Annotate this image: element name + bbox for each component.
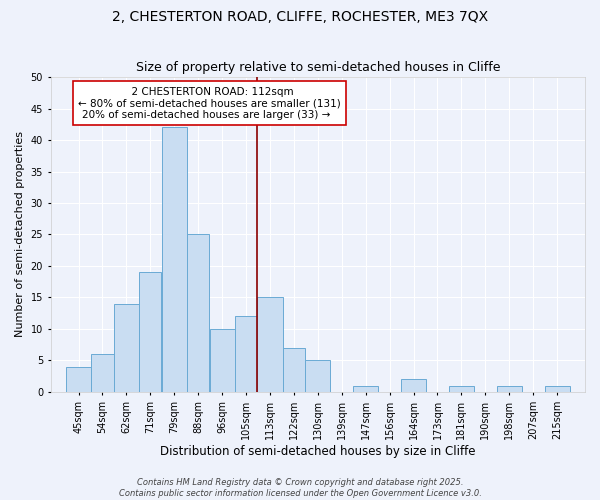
Bar	[235, 316, 257, 392]
Bar	[449, 386, 474, 392]
Bar	[305, 360, 331, 392]
X-axis label: Distribution of semi-detached houses by size in Cliffe: Distribution of semi-detached houses by …	[160, 444, 476, 458]
Bar	[257, 298, 283, 392]
Bar	[209, 329, 235, 392]
Bar	[497, 386, 522, 392]
Bar	[353, 386, 378, 392]
Title: Size of property relative to semi-detached houses in Cliffe: Size of property relative to semi-detach…	[136, 62, 500, 74]
Bar	[114, 304, 139, 392]
Bar	[91, 354, 113, 392]
Bar	[66, 366, 91, 392]
Y-axis label: Number of semi-detached properties: Number of semi-detached properties	[15, 132, 25, 338]
Text: 2 CHESTERTON ROAD: 112sqm
← 80% of semi-detached houses are smaller (131)
20% of: 2 CHESTERTON ROAD: 112sqm ← 80% of semi-…	[78, 86, 341, 120]
Bar	[139, 272, 161, 392]
Bar	[401, 380, 426, 392]
Bar	[187, 234, 209, 392]
Bar	[283, 348, 305, 392]
Bar	[162, 128, 187, 392]
Bar	[545, 386, 569, 392]
Text: Contains HM Land Registry data © Crown copyright and database right 2025.
Contai: Contains HM Land Registry data © Crown c…	[119, 478, 481, 498]
Text: 2, CHESTERTON ROAD, CLIFFE, ROCHESTER, ME3 7QX: 2, CHESTERTON ROAD, CLIFFE, ROCHESTER, M…	[112, 10, 488, 24]
